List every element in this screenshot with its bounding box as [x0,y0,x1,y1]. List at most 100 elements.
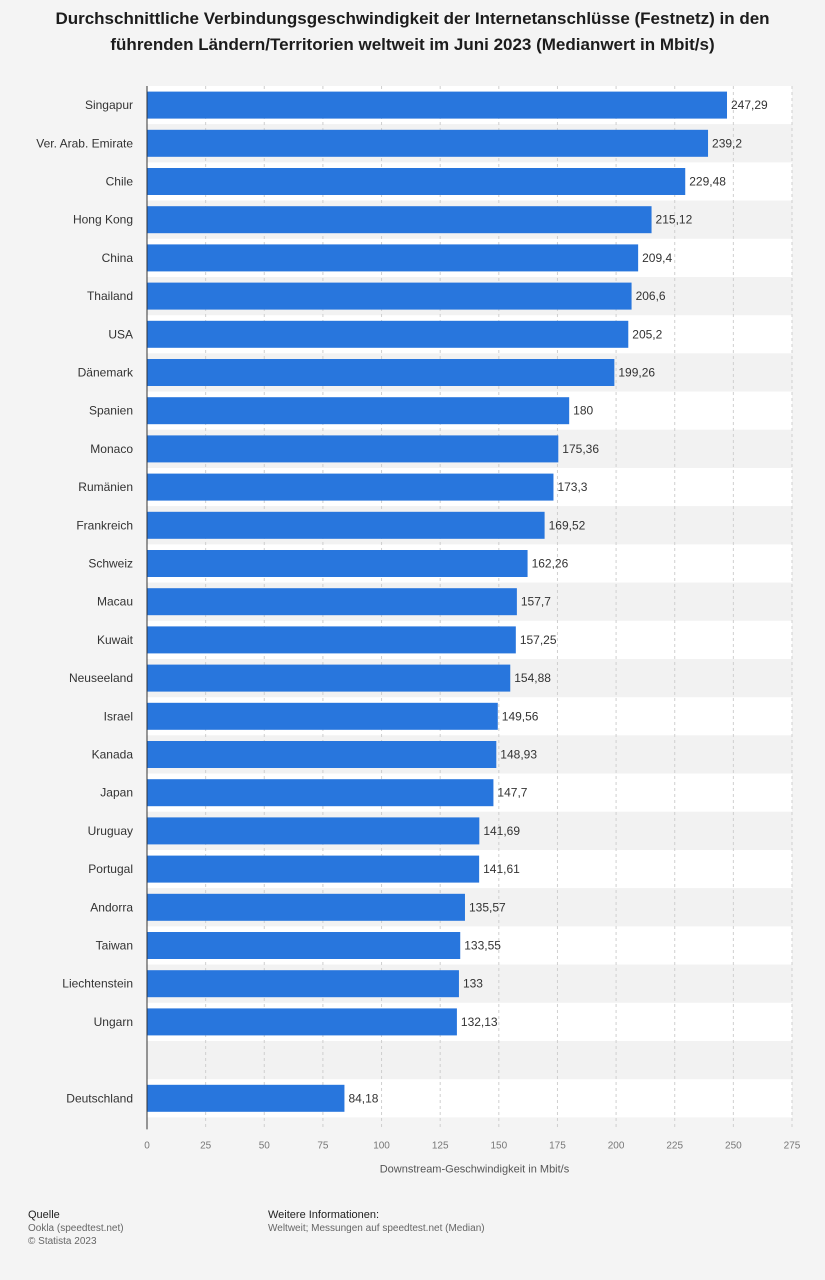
x-tick-labels: 0 25 50 75 100 125 150 175 200 225 250 275 [144,1140,801,1151]
x-tick-label: 0 [144,1140,150,1151]
x-tick-label: 175 [549,1140,566,1151]
source-block: Quelle Ookla (speedtest.net) © Statista … [28,1209,124,1248]
category-label: Kuwait [97,633,134,647]
info-block: Weitere Informationen: Weltweit; Messung… [268,1209,485,1235]
category-label: Neuseeland [69,671,133,685]
category-label: Uruguay [88,824,133,838]
category-label: Dänemark [78,366,134,380]
bar[interactable] [147,741,497,768]
bar[interactable] [147,588,517,616]
value-labels: 247,29 239,2 229,48 215,12 209,4 206,6 205,2 19… [348,98,768,1105]
category-label: Portugal [88,862,133,876]
bar[interactable] [147,511,545,539]
x-tick-label: 25 [200,1140,212,1151]
bar[interactable] [147,855,480,883]
category-label: Hong Kong [73,213,133,227]
category-label: Israel [104,709,133,723]
category-labels: Singapur Ver. Arab. Emirate Chile Hong Kong… [36,98,134,1105]
bar[interactable] [147,550,528,577]
bar[interactable] [147,91,728,119]
info-text: Weltweit; Messungen auf speedtest.net (M… [268,1223,485,1234]
category-label: Taiwan [96,939,133,953]
value-label: 205,2 [632,327,662,341]
category-label: Chile [106,175,134,189]
bar[interactable] [147,282,632,310]
value-label: 147,7 [497,786,527,800]
row-band [147,1041,792,1080]
value-label: 169,52 [549,518,586,532]
category-label: Andorra [90,900,133,914]
category-label: Kanada [92,748,134,762]
category-label: Schweiz [88,557,133,571]
category-label: Macau [97,595,133,609]
category-label: Singapur [85,98,133,112]
category-label: Monaco [90,442,133,456]
bar[interactable] [147,664,511,692]
info-heading: Weitere Informationen: [268,1209,380,1221]
bar[interactable] [147,893,465,921]
value-label: 215,12 [656,213,693,227]
value-label: 157,25 [520,633,557,647]
x-tick-label: 75 [317,1140,329,1151]
value-label: 133,55 [464,939,501,953]
bar[interactable] [147,129,709,157]
bar[interactable] [147,206,652,234]
value-label: 148,93 [500,748,537,762]
source-text[interactable]: Ookla (speedtest.net) [28,1223,124,1234]
x-tick-label: 50 [259,1140,271,1151]
source-heading: Quelle [28,1209,60,1221]
copyright-text: © Statista 2023 [28,1236,97,1247]
bar[interactable] [147,359,615,386]
bar[interactable] [147,1008,457,1036]
x-tick-label: 100 [373,1140,390,1151]
category-label: Ver. Arab. Emirate [36,136,133,150]
bar[interactable] [147,435,559,463]
value-label: 135,57 [469,900,506,914]
value-label: 162,26 [532,557,569,571]
category-label: Liechtenstein [62,977,133,991]
value-label: 132,13 [461,1015,498,1029]
category-label: USA [108,327,133,341]
value-label: 229,48 [689,175,726,189]
value-label: 141,69 [483,824,520,838]
bar-chart: Singapur Ver. Arab. Emirate Chile Hong Kong… [36,86,801,1175]
category-label: Spanien [89,404,133,418]
value-label: 209,4 [642,251,672,265]
value-label: 180 [573,404,593,418]
category-label: Deutschland [66,1091,133,1105]
value-label: 154,88 [514,671,551,685]
bar[interactable] [147,702,498,730]
x-tick-label: 150 [490,1140,507,1151]
bar[interactable] [147,320,629,348]
category-label: Ungarn [94,1015,133,1029]
bar[interactable] [147,932,461,959]
category-label: Rumänien [78,480,133,494]
bar[interactable] [147,779,494,807]
bar[interactable] [147,817,480,845]
bar[interactable] [147,970,459,998]
bar[interactable] [147,397,570,425]
category-label: Thailand [87,289,133,303]
value-label: 175,36 [562,442,599,456]
bar[interactable] [147,473,554,501]
x-axis-label: Downstream-Geschwindigkeit in Mbit/s [380,1163,570,1175]
category-label: China [102,251,134,265]
value-label: 247,29 [731,98,768,112]
bar[interactable] [147,244,639,272]
value-label: 141,61 [483,862,520,876]
value-label: 199,26 [618,366,655,380]
x-tick-label: 125 [432,1140,449,1151]
bar[interactable] [147,168,686,195]
value-label: 149,56 [502,709,539,723]
value-label: 206,6 [636,289,666,303]
chart-title: Durchschnittliche Verbindungsgeschwindig… [55,9,770,54]
bars [147,91,728,1112]
x-tick-label: 225 [666,1140,683,1151]
value-label: 133 [463,977,483,991]
x-tick-label: 250 [725,1140,742,1151]
value-label: 157,7 [521,595,551,609]
bar[interactable] [147,1084,345,1112]
bar[interactable] [147,626,516,654]
x-tick-label: 275 [784,1140,801,1151]
category-label: Frankreich [76,518,133,532]
